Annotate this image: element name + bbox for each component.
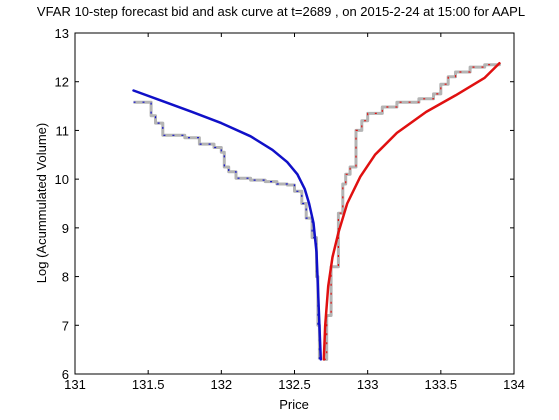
y-tick-label: 11 [56, 123, 70, 138]
y-tick-label: 12 [55, 75, 69, 90]
y-tick-label: 6 [62, 367, 69, 382]
series-layer [132, 61, 501, 361]
x-tick-label: 131 [64, 377, 86, 392]
y-tick-label: 7 [62, 318, 69, 333]
ask-actual-markers [323, 63, 500, 360]
x-tick-label: 133 [357, 377, 379, 392]
chart-title: VFAR 10-step forecast bid and ask curve … [37, 4, 525, 19]
x-axis: 131 131.5 132 132.5 133 133.5 134 [64, 33, 525, 392]
y-tick-label: 8 [62, 270, 69, 285]
x-tick-label: 133.5 [425, 377, 458, 392]
x-axis-label: Price [279, 397, 309, 412]
x-tick-label: 131.5 [132, 377, 165, 392]
x-tick-label: 132.5 [278, 377, 311, 392]
x-tick-label: 134 [503, 377, 525, 392]
y-axis: 6 7 8 9 10 11 12 13 [55, 26, 514, 382]
y-axis-label: Log (Acummulated Volume) [34, 123, 49, 283]
y-tick-label: 13 [55, 26, 69, 41]
bid-forecast-line [132, 89, 323, 361]
ask-forecast-line [322, 61, 501, 361]
y-tick-label: 10 [55, 172, 69, 187]
x-tick-label: 132 [210, 377, 232, 392]
y-tick-label: 9 [62, 221, 69, 236]
